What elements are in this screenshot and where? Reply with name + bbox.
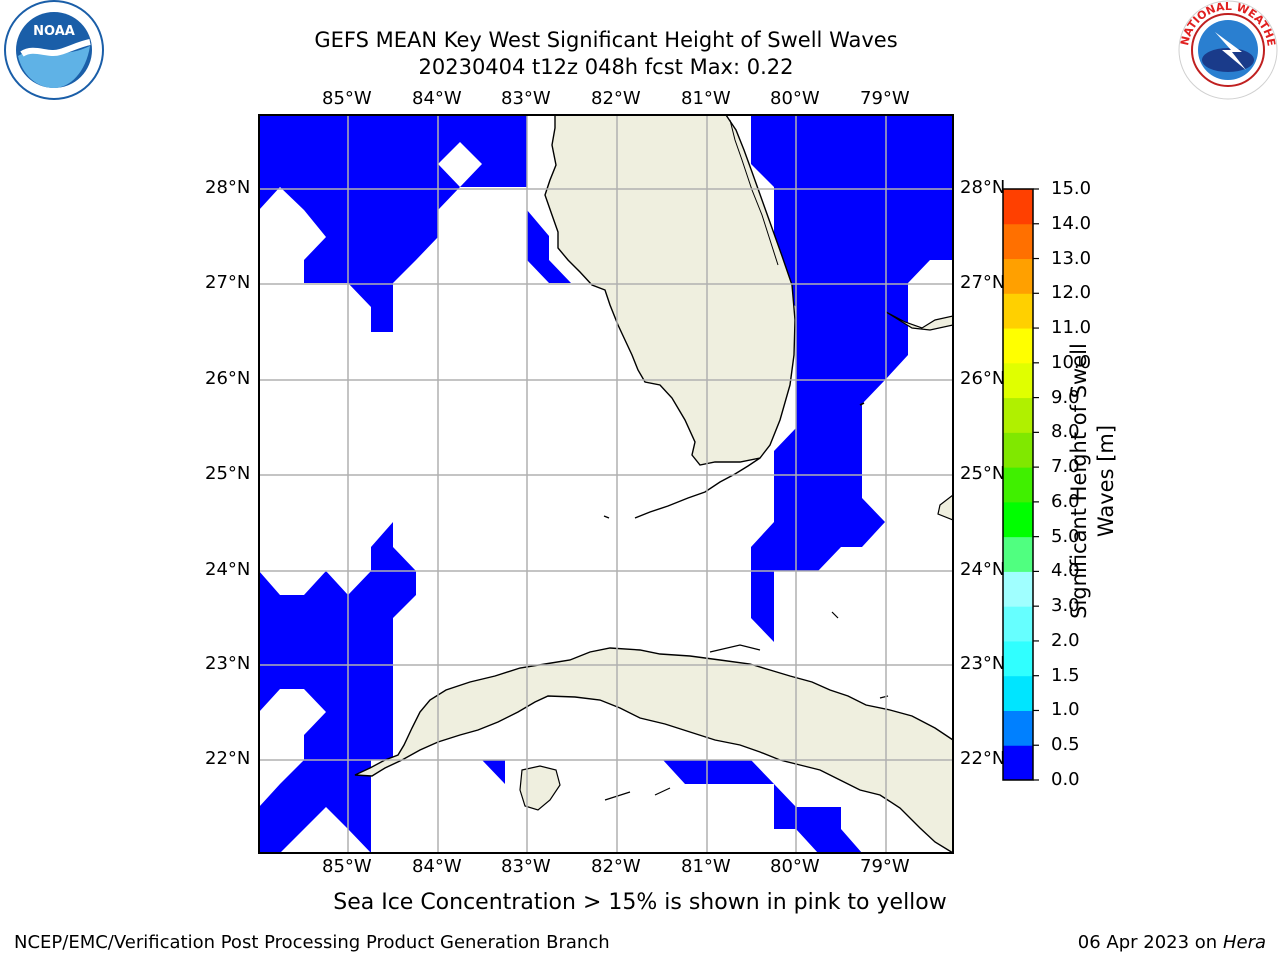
lon-label-bottom-84: 84°W: [412, 856, 462, 877]
colorbar-tick-label: 1.5: [1051, 664, 1080, 686]
lon-label-top-80: 80°W: [770, 88, 820, 109]
lon-label-bottom-81: 81°W: [681, 856, 731, 877]
lon-label-bottom-79: 79°W: [860, 856, 910, 877]
colorbar-tick-label: 10.0: [1051, 351, 1092, 373]
colorbar-tick-label: 13.0: [1051, 247, 1092, 269]
colorbar-tick-label: 9.0: [1051, 386, 1080, 408]
lon-label-bottom-83: 83°W: [501, 856, 551, 877]
lon-label-top-84: 84°W: [412, 88, 462, 109]
colorbar-tick-label: 5.0: [1051, 525, 1080, 547]
lon-label-top-85: 85°W: [322, 88, 372, 109]
colorbar-tick-label: 15.0: [1051, 178, 1092, 199]
lat-label-right-22: 22°N: [960, 748, 1006, 769]
lat-label-left-27: 27°N: [205, 272, 251, 293]
svg-text:NOAA: NOAA: [33, 24, 75, 39]
chart-title: GEFS MEAN Key West Significant Height of…: [314, 28, 898, 52]
lon-label-bottom-85: 85°W: [322, 856, 372, 877]
lon-label-bottom-82: 82°W: [591, 856, 641, 877]
colorbar-swatch: [1003, 328, 1033, 364]
colorbar-tick-label: 14.0: [1051, 212, 1092, 234]
colorbar-swatch: [1003, 223, 1033, 260]
lon-label-bottom-80: 80°W: [770, 856, 820, 877]
svg-text:NATIONAL WEATHER SERVICE: NATIONAL WEATHER SERVICE: [0, 0, 1278, 47]
lon-label-top-83: 83°W: [501, 88, 551, 109]
colorbar-swatch: [1003, 258, 1033, 294]
lat-label-left-24: 24°N: [205, 559, 251, 580]
footer-date-text: 06 Apr 2023 on: [1077, 932, 1223, 953]
lat-label-right-23: 23°N: [960, 653, 1006, 674]
footer-host: Hera: [1222, 932, 1266, 953]
colorbar: [1003, 189, 1033, 781]
colorbar-tick-label: 0.5: [1051, 734, 1080, 756]
colorbar-tick-label: 6.0: [1051, 490, 1080, 512]
lat-label-right-24: 24°N: [960, 559, 1006, 580]
colorbar-swatch: [1003, 467, 1033, 503]
lat-label-left-28: 28°N: [205, 177, 251, 198]
colorbar-swatch: [1003, 745, 1033, 781]
swell-fill-regions: [259, 115, 953, 853]
lat-label-right-26: 26°N: [960, 368, 1006, 389]
gridlines: [259, 115, 953, 853]
colorbar-swatch: [1003, 189, 1033, 225]
colorbar-tick-label: 0.0: [1051, 769, 1080, 790]
land-florida: [544, 115, 796, 466]
lat-label-left-26: 26°N: [205, 368, 251, 389]
lat-label-left-23: 23°N: [205, 653, 251, 674]
colorbar-swatch: [1003, 362, 1033, 399]
colorbar-swatch: [1003, 536, 1033, 572]
colorbar-swatch: [1003, 606, 1033, 642]
colorbar-swatch: [1003, 571, 1033, 607]
colorbar-swatch: [1003, 432, 1033, 468]
lat-label-left-25: 25°N: [205, 463, 251, 484]
colorbar-tick-label: 8.0: [1051, 421, 1080, 443]
sea-ice-caption: Sea Ice Concentration > 15% is shown in …: [333, 890, 947, 915]
noaa-logo: NOAA: [4, 0, 104, 100]
land-cuba: [354, 647, 953, 853]
colorbar-tick-label: 7.0: [1051, 456, 1080, 478]
lat-label-right-27: 27°N: [960, 272, 1006, 293]
colorbar-tick-label: 11.0: [1051, 317, 1092, 339]
colorbar-swatch: [1003, 397, 1033, 433]
nws-logo: NATIONAL WEATHER SERVICE: [0, 0, 1278, 100]
lat-label-right-28: 28°N: [960, 177, 1006, 198]
colorbar-tick-label: 4.0: [1051, 560, 1080, 582]
lat-label-left-22: 22°N: [205, 748, 251, 769]
colorbar-swatch: [1003, 675, 1033, 711]
footer-date: 06 Apr 2023 on Hera: [1078, 932, 1266, 953]
colorbar-tick-label: 2.0: [1051, 629, 1080, 651]
map-frame: [258, 114, 954, 854]
colorbar-label: Significant Height of Swell Waves [m]: [1067, 343, 1118, 619]
footer-credit: NCEP/EMC/Verification Post Processing Pr…: [14, 932, 610, 953]
colorbar-swatch: [1003, 640, 1033, 677]
colorbar-tick-label: 12.0: [1051, 282, 1092, 304]
colorbar-swatch: [1003, 293, 1033, 329]
colorbar-tick-label: 3.0: [1051, 595, 1080, 617]
colorbar-tick-label: 1.0: [1051, 699, 1080, 721]
colorbar-swatch: [1003, 501, 1033, 538]
lon-label-top-81: 81°W: [681, 88, 731, 109]
lon-label-top-79: 79°W: [860, 88, 910, 109]
lon-label-top-82: 82°W: [591, 88, 641, 109]
colorbar-swatch: [1003, 710, 1033, 746]
chart-subtitle: 20230404 t12z 048h fcst Max: 0.22: [418, 55, 794, 79]
lat-label-right-25: 25°N: [960, 463, 1006, 484]
